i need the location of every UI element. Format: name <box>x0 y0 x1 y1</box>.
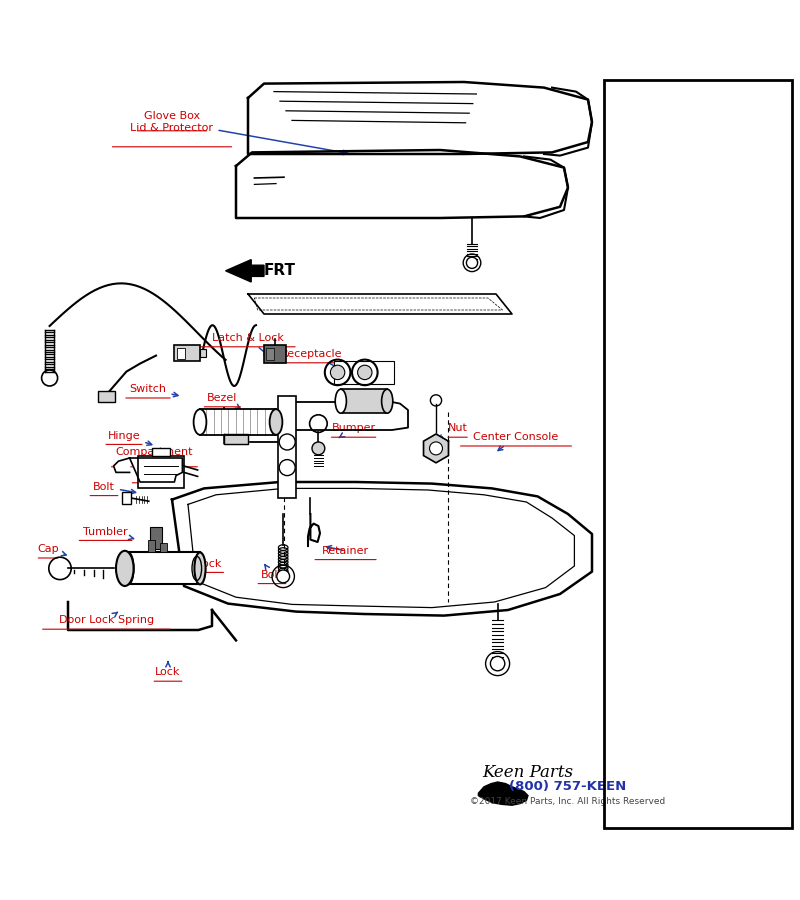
Circle shape <box>490 656 505 670</box>
Circle shape <box>277 570 290 583</box>
Polygon shape <box>224 402 408 444</box>
Text: Compartment
Spring: Compartment Spring <box>116 447 193 469</box>
Ellipse shape <box>116 551 134 586</box>
Text: FRT: FRT <box>264 264 296 278</box>
Text: Cap: Cap <box>37 544 66 556</box>
Circle shape <box>466 257 478 268</box>
Text: Glove Box
Lid & Protector: Glove Box Lid & Protector <box>130 112 347 155</box>
Text: Center Console: Center Console <box>474 432 558 451</box>
Text: Retainer: Retainer <box>322 545 369 556</box>
Bar <box>138 456 184 489</box>
Text: Tumbler: Tumbler <box>83 526 134 540</box>
Ellipse shape <box>270 410 282 435</box>
Bar <box>152 448 170 456</box>
Bar <box>150 526 162 549</box>
Polygon shape <box>236 150 568 218</box>
Text: Door Lock Spring: Door Lock Spring <box>59 612 154 625</box>
Polygon shape <box>226 259 264 282</box>
Circle shape <box>330 365 345 380</box>
Text: Hinge: Hinge <box>108 430 152 446</box>
Text: Bolt: Bolt <box>93 482 135 494</box>
Text: Bumper: Bumper <box>331 423 376 437</box>
Polygon shape <box>172 482 592 616</box>
Polygon shape <box>478 782 528 806</box>
Polygon shape <box>130 458 182 482</box>
Ellipse shape <box>122 553 134 584</box>
Circle shape <box>312 442 325 454</box>
Text: Bolt: Bolt <box>261 564 283 580</box>
Text: Nut: Nut <box>438 423 467 439</box>
Ellipse shape <box>194 553 206 584</box>
Bar <box>160 543 167 553</box>
Bar <box>122 492 131 504</box>
Text: Receptacle: Receptacle <box>282 349 344 371</box>
Bar <box>266 347 274 360</box>
Text: Bezel: Bezel <box>207 393 240 409</box>
Text: Latch & Lock: Latch & Lock <box>212 333 284 356</box>
Polygon shape <box>114 458 130 473</box>
Bar <box>200 410 276 435</box>
Bar <box>174 346 200 361</box>
Bar <box>177 347 185 359</box>
Polygon shape <box>248 294 512 314</box>
Circle shape <box>358 365 372 380</box>
Bar <box>200 349 206 357</box>
Ellipse shape <box>335 389 346 413</box>
Ellipse shape <box>382 389 393 413</box>
Circle shape <box>279 460 295 475</box>
Bar <box>98 391 115 402</box>
Polygon shape <box>224 434 248 444</box>
Text: ©2017 Keen Parts, Inc. All Rights Reserved: ©2017 Keen Parts, Inc. All Rights Reserv… <box>470 796 666 806</box>
Text: Lock: Lock <box>194 559 222 572</box>
Bar <box>264 346 286 363</box>
Bar <box>128 553 200 584</box>
Polygon shape <box>423 434 449 463</box>
Text: (800) 757-KEEN: (800) 757-KEEN <box>510 780 626 793</box>
Bar <box>148 540 155 553</box>
Bar <box>604 79 792 828</box>
Bar <box>278 396 296 498</box>
Circle shape <box>279 434 295 450</box>
Text: Lock: Lock <box>155 662 181 678</box>
Bar <box>334 361 394 383</box>
Text: Switch: Switch <box>130 384 178 397</box>
Polygon shape <box>248 82 592 154</box>
Bar <box>341 389 387 413</box>
Text: Keen Parts: Keen Parts <box>482 764 574 781</box>
Circle shape <box>430 442 442 454</box>
Ellipse shape <box>194 410 206 435</box>
